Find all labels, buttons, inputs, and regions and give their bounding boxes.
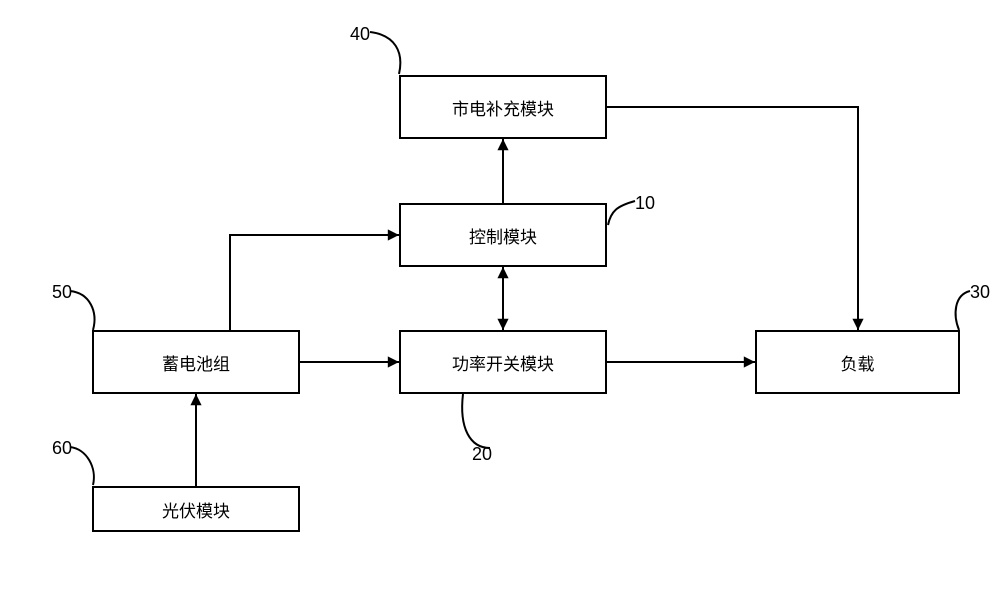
node-mains-supplement: 市电补充模块: [399, 75, 607, 139]
node-label: 蓄电池组: [162, 350, 230, 375]
refnum-battery: 50: [52, 282, 72, 303]
node-battery: 蓄电池组: [92, 330, 300, 394]
node-label: 负载: [841, 350, 875, 375]
node-label: 市电补充模块: [452, 95, 554, 120]
node-label: 控制模块: [469, 223, 537, 248]
refnum-load: 30: [970, 282, 990, 303]
refnum-control: 10: [635, 193, 655, 214]
refnum-pv: 60: [52, 438, 72, 459]
node-control: 控制模块: [399, 203, 607, 267]
node-load: 负载: [755, 330, 960, 394]
refnum-switch: 20: [472, 444, 492, 465]
node-pv: 光伏模块: [92, 486, 300, 532]
refnum-mains: 40: [350, 24, 370, 45]
node-power-switch: 功率开关模块: [399, 330, 607, 394]
node-label: 功率开关模块: [452, 350, 554, 375]
node-label: 光伏模块: [162, 497, 230, 522]
